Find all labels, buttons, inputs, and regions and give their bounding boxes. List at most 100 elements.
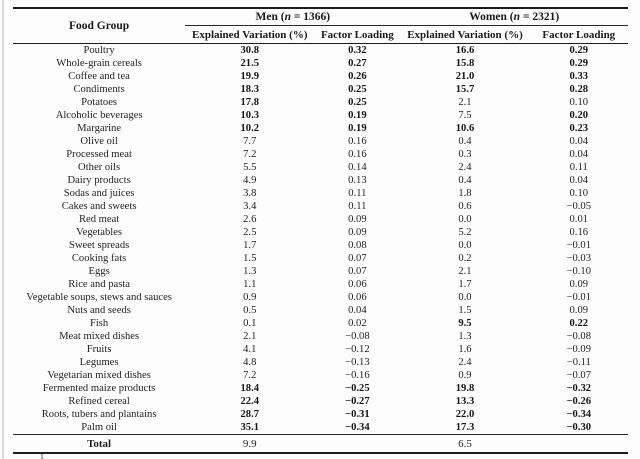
- table-row: Vegetables 2.5 0.09 5.2 0.16: [13, 226, 628, 239]
- food-group-cell: Olive oil: [80, 135, 118, 147]
- women-factor-loading-cell: 0.01: [569, 213, 589, 225]
- table-row: Olive oil 7.7 0.16 0.4 0.04: [13, 135, 628, 148]
- group-header-row: Food Group Men (n = 1366) Women (n = 232…: [13, 7, 628, 44]
- total-men-factor-loading: [314, 434, 401, 454]
- total-women-explained-variation: 6.5: [400, 434, 530, 454]
- table-row: Sodas and juices 3.8 0.11 1.8 0.10: [13, 187, 628, 200]
- food-group-cell: Poultry: [83, 44, 115, 56]
- total-men-explained-variation: 9.9: [185, 434, 315, 454]
- page-edge-line: [2, 0, 4, 459]
- table-row: Eggs 1.3 0.07 2.1 −0.10: [13, 265, 628, 278]
- men-explained-variation-cell: 3.8: [243, 187, 257, 199]
- men-explained-variation-cell: 10.3: [240, 109, 260, 121]
- men-factor-loading-cell: 0.16: [348, 135, 367, 147]
- women-factor-loading-cell: −0.07: [566, 369, 592, 381]
- men-n-symbol: n: [284, 10, 291, 23]
- men-factor-loading-cell: −0.34: [345, 421, 370, 433]
- women-factor-loading-cell: 0.16: [569, 226, 589, 238]
- food-group-cell: Rice and pasta: [68, 278, 130, 290]
- food-group-cell: Other oils: [78, 161, 121, 173]
- food-group-cell: Vegetable soups, stews and sauces: [26, 291, 172, 303]
- food-group-cell: Sweet spreads: [68, 239, 130, 251]
- table-row: Cakes and sweets 3.4 0.11 0.6 −0.05: [13, 200, 628, 213]
- women-factor-loading-cell: 0.23: [569, 122, 589, 134]
- table-body: Poultry 30.8 0.32 16.6 0.29 Whole-grain cerea…: [13, 44, 628, 435]
- men-factor-loading-cell: 0.13: [348, 174, 367, 186]
- men-factor-loading-cell: 0.11: [348, 200, 367, 212]
- women-factor-loading-cell: −0.08: [566, 330, 592, 342]
- men-factor-loading-cell: −0.13: [345, 356, 370, 368]
- table-row: Rice and pasta 1.1 0.06 1.7 0.09: [13, 278, 628, 291]
- men-explained-variation-cell: 1.3: [243, 265, 257, 277]
- women-explained-variation-cell: 1.3: [458, 330, 472, 342]
- table-row: Nuts and seeds 0.5 0.04 1.5 0.09: [13, 304, 628, 317]
- subheader-row: Explained Variation (%) Factor Loading E…: [13, 25, 628, 44]
- men-factor-loading-cell: 0.02: [348, 317, 367, 329]
- women-explained-variation-cell: 5.2: [458, 226, 472, 238]
- food-group-cell: Condiments: [73, 83, 125, 95]
- food-group-cell: Coffee and tea: [68, 70, 130, 82]
- men-factor-loading-cell: 0.06: [348, 291, 367, 303]
- men-explained-variation-cell: 7.2: [243, 148, 257, 160]
- food-group-cell: Meat mixed dishes: [59, 330, 140, 342]
- table-row: Palm oil 35.1 −0.34 17.3 −0.30: [13, 421, 628, 435]
- food-group-cell: Potatoes: [81, 96, 118, 108]
- women-explained-variation-cell: 16.6: [455, 44, 475, 56]
- men-explained-variation-cell: 7.2: [243, 369, 257, 381]
- total-row: Total 9.9 6.5: [13, 434, 628, 454]
- men-group-prefix: Men (: [255, 10, 285, 23]
- men-factor-loading-cell: −0.31: [345, 408, 370, 420]
- table-row: Cooking fats 1.5 0.07 0.2 −0.03: [13, 252, 628, 265]
- table-row: Other oils 5.5 0.14 2.4 0.11: [13, 161, 628, 174]
- women-explained-variation-cell: 0.6: [458, 200, 472, 212]
- men-explained-variation-cell: 19.9: [240, 70, 260, 82]
- food-group-cell: Sodas and juices: [63, 187, 135, 199]
- men-factor-loading-cell: 0.16: [348, 148, 367, 160]
- total-label: Total: [13, 434, 186, 454]
- women-explained-variation-cell: 10.6: [455, 122, 475, 134]
- table-row: Meat mixed dishes 2.1 −0.08 1.3 −0.08: [13, 330, 628, 343]
- women-factor-loading-cell: −0.03: [566, 252, 592, 264]
- women-factor-loading-cell: 0.10: [569, 187, 589, 199]
- header-men-group: Men (n = 1366): [185, 7, 401, 26]
- women-explained-variation-cell: 0.3: [458, 148, 472, 160]
- men-factor-loading-cell: −0.27: [345, 395, 370, 407]
- header-food-group: Food Group: [13, 7, 186, 44]
- women-explained-variation-cell: 9.5: [458, 317, 472, 329]
- food-group-cell: Margarine: [77, 122, 122, 134]
- header-women-explained-variation: Explained Variation (%): [400, 25, 530, 44]
- men-explained-variation-cell: 35.1: [240, 421, 260, 433]
- women-factor-loading-cell: −0.26: [566, 395, 592, 407]
- food-group-cell: Dairy products: [67, 174, 131, 186]
- food-group-cell: Roots, tubers and plantains: [41, 408, 157, 420]
- women-explained-variation-cell: 21.0: [455, 70, 475, 82]
- footnote-marker: 1: [40, 452, 44, 459]
- table-row: Poultry 30.8 0.32 16.6 0.29: [13, 44, 628, 58]
- men-factor-loading-cell: 0.26: [348, 70, 367, 82]
- men-factor-loading-cell: −0.12: [345, 343, 370, 355]
- table-row: Potatoes 17.8 0.25 2.1 0.10: [13, 96, 628, 109]
- women-factor-loading-cell: −0.05: [566, 200, 592, 212]
- men-explained-variation-cell: 17.8: [240, 96, 260, 108]
- men-explained-variation-cell: 21.5: [240, 57, 260, 69]
- women-explained-variation-cell: 0.0: [458, 213, 472, 225]
- men-explained-variation-cell: 30.8: [240, 44, 260, 56]
- food-group-cell: Red meat: [78, 213, 120, 225]
- total-women-factor-loading: [529, 434, 628, 454]
- men-factor-loading-cell: 0.06: [348, 278, 367, 290]
- women-factor-loading-cell: 0.09: [569, 278, 589, 290]
- table-header: Food Group Men (n = 1366) Women (n = 232…: [13, 7, 628, 44]
- food-group-cell: Eggs: [88, 265, 110, 277]
- women-explained-variation-cell: 15.7: [455, 83, 475, 95]
- food-group-cell: Processed meat: [66, 148, 132, 160]
- table-row: Roots, tubers and plantains 28.7 −0.31 22.0…: [13, 408, 628, 421]
- women-factor-loading-cell: −0.10: [566, 265, 592, 277]
- women-factor-loading-cell: 0.09: [569, 304, 589, 316]
- table-row: Sweet spreads 1.7 0.08 0.0 −0.01: [13, 239, 628, 252]
- men-group-suffix: = 1366): [290, 10, 331, 23]
- women-explained-variation-cell: 2.4: [458, 356, 472, 368]
- men-explained-variation-cell: 10.2: [240, 122, 260, 134]
- men-factor-loading-cell: 0.25: [348, 96, 367, 108]
- women-factor-loading-cell: −0.01: [566, 239, 592, 251]
- women-explained-variation-cell: 0.2: [458, 252, 472, 264]
